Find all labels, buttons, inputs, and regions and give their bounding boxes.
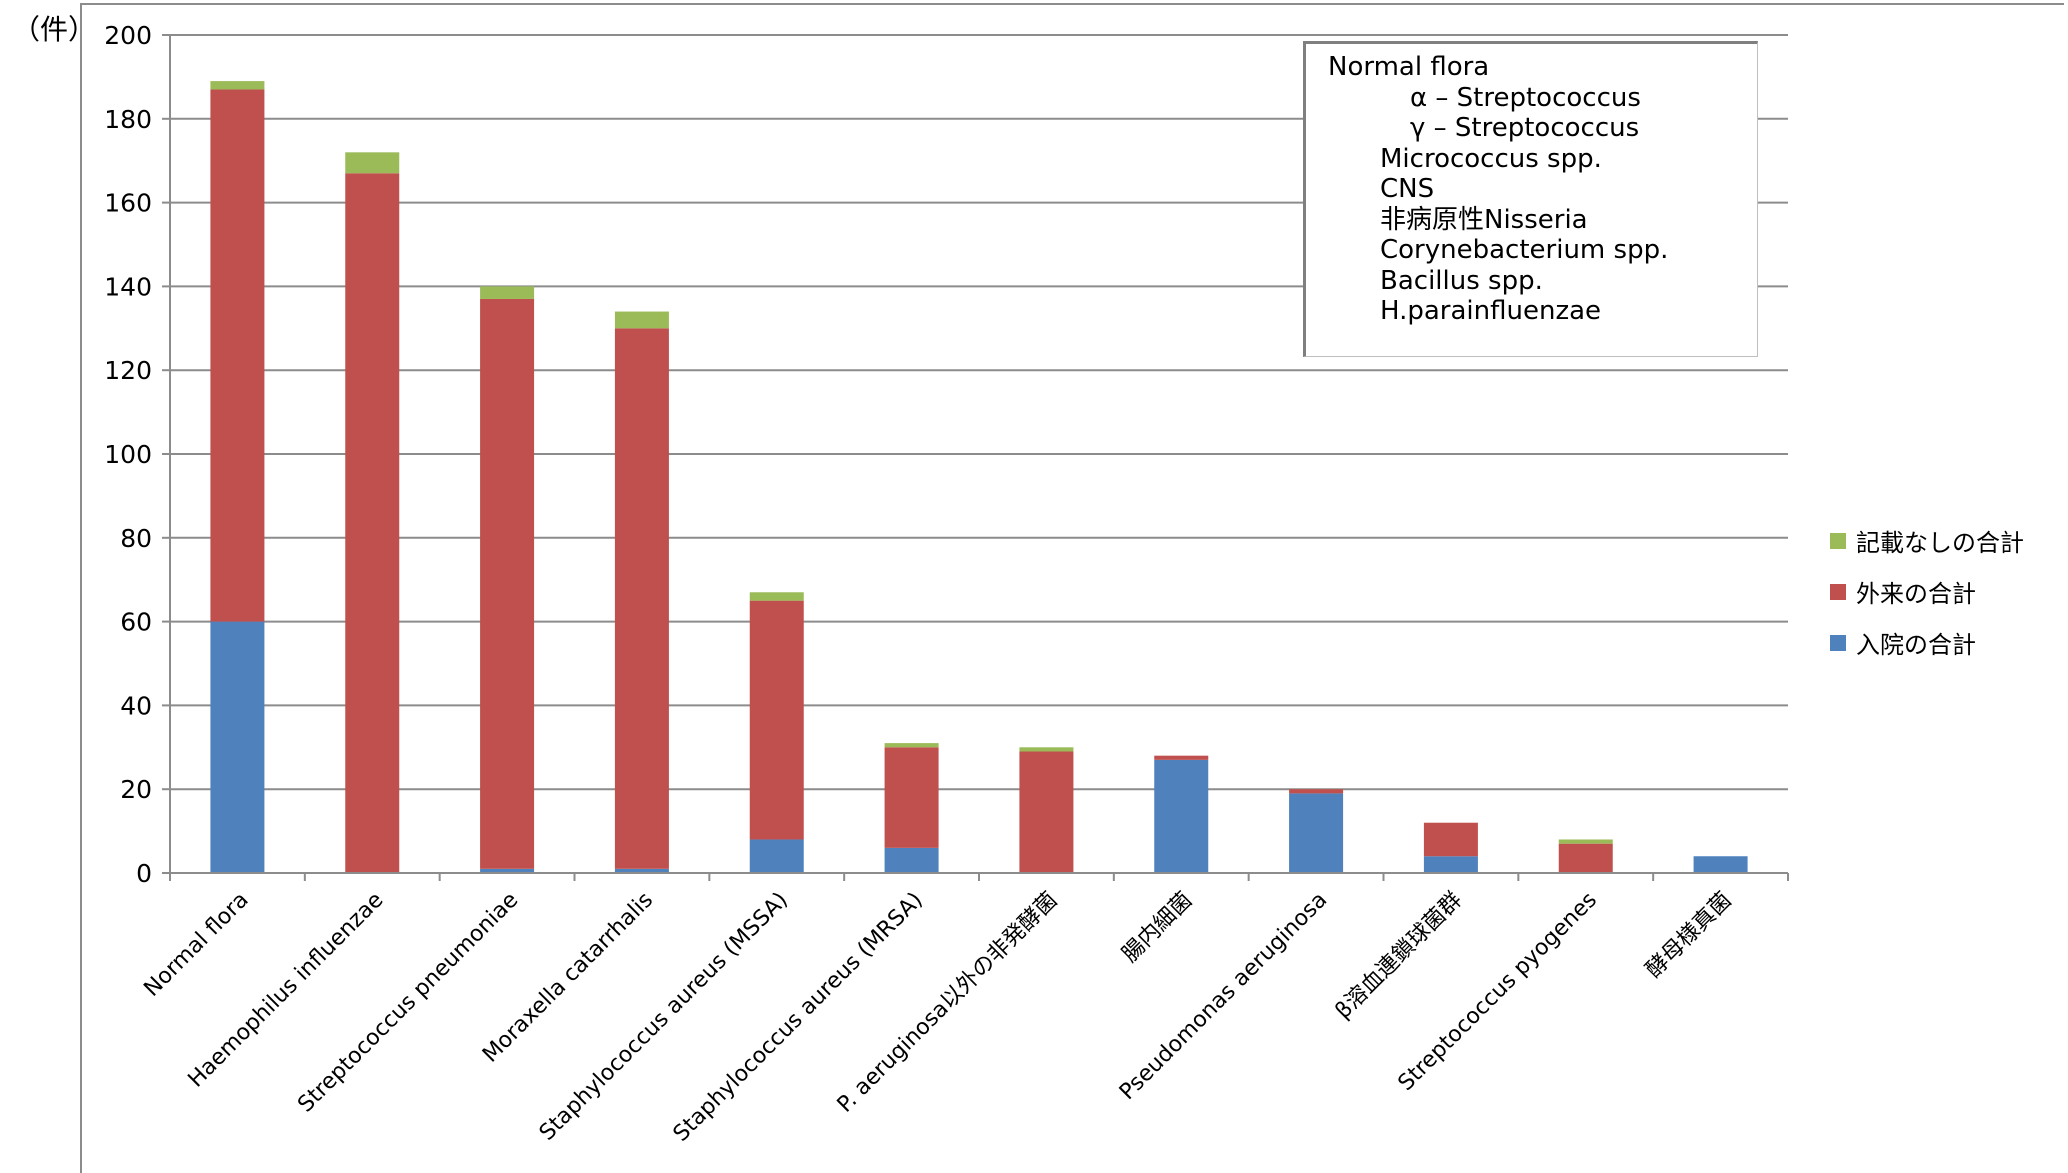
bar-segment <box>884 747 939 848</box>
bar-segment <box>1019 751 1074 873</box>
legend-swatch <box>1830 532 1846 549</box>
annotation-item: γ – Streptococcus <box>1410 113 1640 143</box>
legend-entry-inpatient: 入院の合計 <box>1830 617 2024 668</box>
bar-segment <box>614 311 669 329</box>
bar-segment <box>749 839 804 873</box>
bar-segment <box>345 173 400 873</box>
bar-segment <box>884 847 939 873</box>
legend-swatch <box>1830 583 1846 600</box>
annotation-item: CNS <box>1380 174 1435 204</box>
y-tick-label: 20 <box>120 775 152 804</box>
y-tick-label: 0 <box>136 859 152 888</box>
bar-segment <box>1289 789 1344 794</box>
chart-legend: 記載なしの合計 外来の合計 入院の合計 <box>1830 515 2024 668</box>
bar-segment <box>1019 747 1074 752</box>
bar-segment <box>884 743 939 748</box>
x-tick-label: 腸内細菌 <box>1118 888 1198 968</box>
y-axis-unit-label: （件） <box>12 13 97 46</box>
annotation-item: Bacillus spp. <box>1380 265 1543 296</box>
legend-entry-outpatient: 外来の合計 <box>1830 566 2024 617</box>
x-tick-label: P. aeruginosa以外の非発酵菌 <box>833 888 1063 1118</box>
annotation-item: Corynebacterium spp. <box>1380 235 1669 265</box>
bar-segment <box>1558 839 1613 844</box>
y-tick-label: 160 <box>104 189 152 218</box>
y-tick-label: 120 <box>104 356 152 385</box>
annotation-item: 非病原性Nisseria <box>1380 204 1588 235</box>
y-tick-label: 200 <box>104 21 152 50</box>
y-tick-label: 60 <box>120 608 152 637</box>
x-tick-label: β溶血連鎖球菌群 <box>1331 888 1468 1025</box>
bar-segment <box>210 89 265 622</box>
bar-segment <box>480 868 535 873</box>
y-tick-label: 180 <box>104 105 152 134</box>
x-tick-label: Normal flora <box>140 888 254 1002</box>
bar-segment <box>1558 843 1613 873</box>
bar-segment <box>614 328 669 869</box>
legend-label: 記載なしの合計 <box>1856 529 2024 557</box>
x-tick-label: Staphylococcus aureus (MRSA) <box>669 888 928 1147</box>
legend-label: 外来の合計 <box>1856 580 1976 608</box>
bar-segment <box>480 286 535 299</box>
normal-flora-annotation-box: Normal flora α – Streptococcus γ – Strep… <box>1303 41 1758 357</box>
bar-segment <box>480 298 535 869</box>
annotation-item: H.parainfluenzae <box>1380 296 1602 326</box>
bar-segment <box>1423 822 1478 857</box>
x-tick-label: Streptococcus pneumoniae <box>293 888 523 1118</box>
legend-label: 入院の合計 <box>1856 631 1976 659</box>
annotation-item: α – Streptococcus <box>1410 82 1641 113</box>
y-tick-label: 140 <box>104 272 152 301</box>
bar-segment <box>1154 759 1209 873</box>
bar-segment <box>1693 856 1748 873</box>
bar-segment <box>749 600 804 840</box>
y-tick-labels: 0 20 40 60 80 100 120 140 160 180 200 <box>104 21 152 888</box>
axes <box>162 34 1789 881</box>
bar-segment <box>749 592 804 601</box>
bar-segment <box>1423 856 1478 873</box>
legend-swatch <box>1830 634 1846 651</box>
y-tick-label: 80 <box>120 524 152 553</box>
bar-segment <box>614 868 669 873</box>
bars <box>210 81 1748 873</box>
annotation-title: Normal flora <box>1328 52 1490 82</box>
bar-segment <box>210 81 265 90</box>
bar-segment <box>210 621 265 873</box>
legend-entry-unrecorded: 記載なしの合計 <box>1830 515 2024 566</box>
annotation-item: Micrococcus spp. <box>1380 143 1602 174</box>
x-tick-label: Staphylococcus aureus (MSSA) <box>535 888 793 1146</box>
bar-segment <box>345 152 400 174</box>
bar-segment <box>1289 793 1344 873</box>
y-tick-label: 100 <box>104 440 152 469</box>
bar-segment <box>1154 755 1209 760</box>
chart-frame <box>80 3 2064 1173</box>
y-tick-label: 40 <box>120 691 152 720</box>
x-tick-label: 酵母様真菌 <box>1641 888 1736 983</box>
